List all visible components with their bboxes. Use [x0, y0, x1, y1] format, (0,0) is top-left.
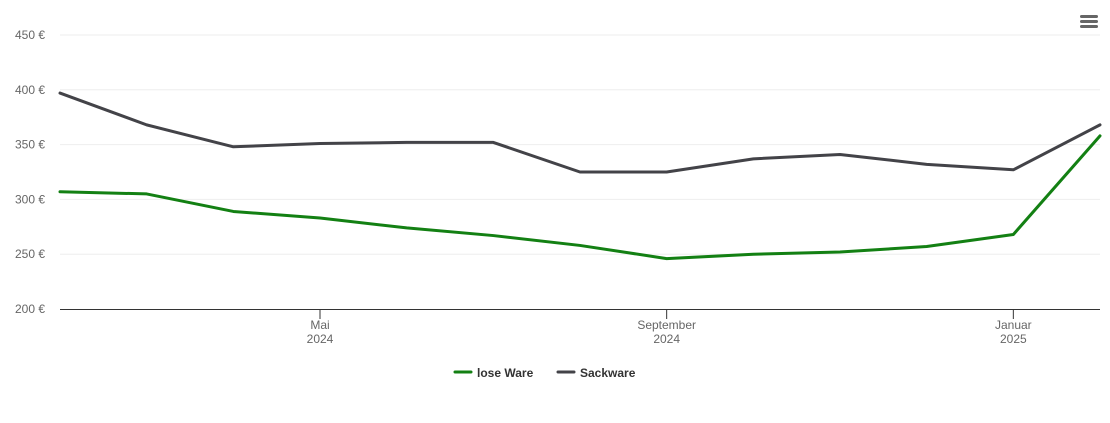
legend-label: Sackware [580, 366, 636, 380]
legend: lose Ware Sackware [453, 366, 636, 380]
x-tick-label: September 2024 [637, 318, 696, 346]
series-line [58, 134, 1102, 261]
y-tick-label: 300 € [15, 192, 45, 206]
y-tick-label: 250 € [15, 247, 45, 261]
y-tick-label: 400 € [15, 83, 45, 97]
legend-item[interactable]: Sackware [556, 366, 636, 380]
legend-item[interactable]: lose Ware [453, 366, 534, 380]
y-tick-label: 350 € [15, 138, 45, 152]
y-tick-label: 450 € [15, 28, 45, 42]
x-tick-label: Mai 2024 [307, 318, 334, 346]
x-tick-label: Januar 2025 [995, 318, 1032, 346]
y-tick-label: 200 € [15, 302, 45, 316]
series-line [58, 91, 1102, 174]
menu-button[interactable] [1080, 15, 1098, 28]
legend-label: lose Ware [477, 366, 534, 380]
